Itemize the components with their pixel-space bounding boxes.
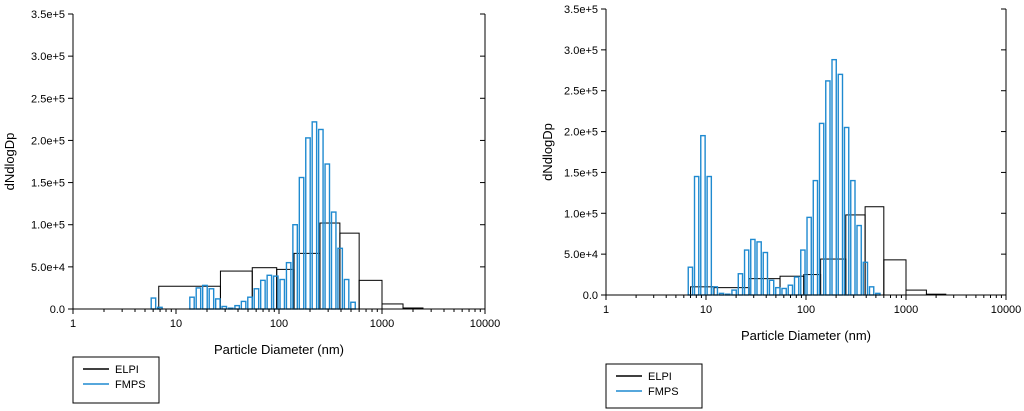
y-tick-label: 3.0e+5 — [564, 45, 598, 57]
x-axis-title: Particle Diameter (nm) — [214, 342, 344, 357]
fmps-bar — [693, 175, 700, 296]
fmps-bar — [305, 137, 311, 310]
fmps-bar — [831, 58, 837, 296]
fmps-bar — [731, 289, 737, 296]
fmps-bar — [259, 279, 266, 310]
y-tick-label: 1.0e+5 — [31, 220, 65, 232]
fmps-bar — [812, 179, 819, 296]
fmps-bar — [253, 288, 260, 310]
fmps-bar — [787, 284, 794, 296]
y-tick-label: 2.0e+5 — [31, 135, 65, 147]
fmps-bar — [324, 163, 331, 310]
y-tick-label: 3.0e+5 — [31, 51, 65, 63]
fmps-bar — [737, 273, 744, 296]
elpi-bar — [905, 289, 927, 296]
legend-label-elpi: ELPI — [648, 371, 672, 383]
fmps-bar — [298, 176, 305, 310]
elpi-bar — [381, 303, 404, 310]
legend-label-fmps: FMPS — [115, 379, 146, 391]
fmps-bar — [868, 286, 875, 296]
fmps-bar — [240, 300, 247, 310]
fmps-bar — [247, 296, 253, 310]
fmps-bar — [272, 275, 279, 310]
y-tick-label: 5.0e+4 — [564, 249, 598, 261]
fmps-bar — [756, 241, 762, 296]
fmps-bar — [700, 134, 706, 296]
x-tick-label: 100 — [270, 318, 288, 330]
fmps-bar — [208, 288, 215, 310]
fmps-bar — [775, 286, 781, 296]
fmps-bar — [843, 126, 850, 296]
x-tick-label: 1 — [70, 318, 76, 330]
fmps-bar — [706, 175, 713, 296]
fmps-bar — [330, 211, 337, 310]
fmps-bar — [762, 251, 769, 296]
fmps-bar — [800, 249, 806, 296]
fmps-bar — [266, 274, 273, 310]
y-tick-label: 1.5e+5 — [31, 178, 65, 190]
x-tick-label: 10 — [700, 304, 712, 316]
fmps-bar — [350, 301, 356, 310]
x-tick-label: 10000 — [470, 318, 501, 330]
x-tick-label: 1000 — [370, 318, 394, 330]
elpi-bar — [883, 259, 907, 296]
chart-panel-1: 0.0 5.0e+4 1.0e+5 1.5e+5 2.0e+5 2.5e+5 3.0e+5 3… — [2, 9, 501, 404]
fmps-bar — [311, 121, 318, 310]
legend-label-elpi: ELPI — [115, 364, 139, 376]
y-axis-title: dNdlogDp — [2, 133, 17, 191]
y-axis-title: dNdlogDp — [540, 123, 555, 181]
y-tick-label: 3.5e+5 — [31, 9, 65, 21]
fmps-bar — [189, 296, 195, 310]
legend-box — [605, 363, 703, 409]
y-tick-label: 2.5e+5 — [564, 86, 598, 98]
fmps-bar — [317, 128, 324, 310]
legend: ELPI FMPS — [605, 363, 703, 409]
y-tick-label: 2.0e+5 — [564, 127, 598, 139]
fmps-bar — [825, 80, 831, 296]
y-tick-label: 3.5e+5 — [564, 4, 598, 16]
fmps-bar — [201, 284, 208, 310]
fmps-bar — [279, 278, 286, 310]
y-tick-label: 0.0 — [583, 290, 598, 302]
fmps-bar — [292, 224, 299, 310]
fmps-bar — [818, 122, 825, 296]
fmps-bar — [856, 224, 862, 296]
x-axis-title: Particle Diameter (nm) — [741, 328, 871, 343]
fmps-bar — [150, 297, 157, 310]
fmps-bar — [195, 287, 202, 310]
fmps-bar — [234, 304, 241, 310]
fmps-bar — [806, 216, 812, 296]
x-tick-label: 1 — [603, 304, 609, 316]
x-tick-label: 100 — [797, 304, 815, 316]
fmps-bar — [343, 278, 350, 310]
fmps-bar — [214, 298, 221, 310]
x-tick-label: 10 — [170, 318, 182, 330]
fmps-bar — [793, 276, 800, 296]
y-tick-label: 1.0e+5 — [564, 208, 598, 220]
x-tick-label: 1000 — [894, 304, 918, 316]
legend: ELPI FMPS — [72, 356, 160, 404]
elpi-bar — [358, 279, 383, 310]
y-tick-label: 5.0e+4 — [31, 262, 65, 274]
fmps-bar — [850, 179, 856, 296]
y-tick-label: 0.0 — [50, 304, 65, 316]
fmps-bar — [781, 287, 787, 296]
fmps-bar — [837, 73, 844, 296]
fmps-bar — [768, 279, 775, 296]
legend-box — [72, 356, 160, 404]
chart-panel-2: 0.0 5.0e+4 1.0e+5 1.5e+5 2.0e+5 2.5e+5 3.0e+5 3… — [540, 4, 1022, 409]
legend-label-fmps: FMPS — [648, 386, 679, 398]
fmps-bar — [743, 249, 750, 296]
y-tick-label: 2.5e+5 — [31, 93, 65, 105]
fmps-bar — [750, 238, 756, 296]
x-tick-label: 10000 — [991, 304, 1022, 316]
y-tick-label: 1.5e+5 — [564, 167, 598, 179]
